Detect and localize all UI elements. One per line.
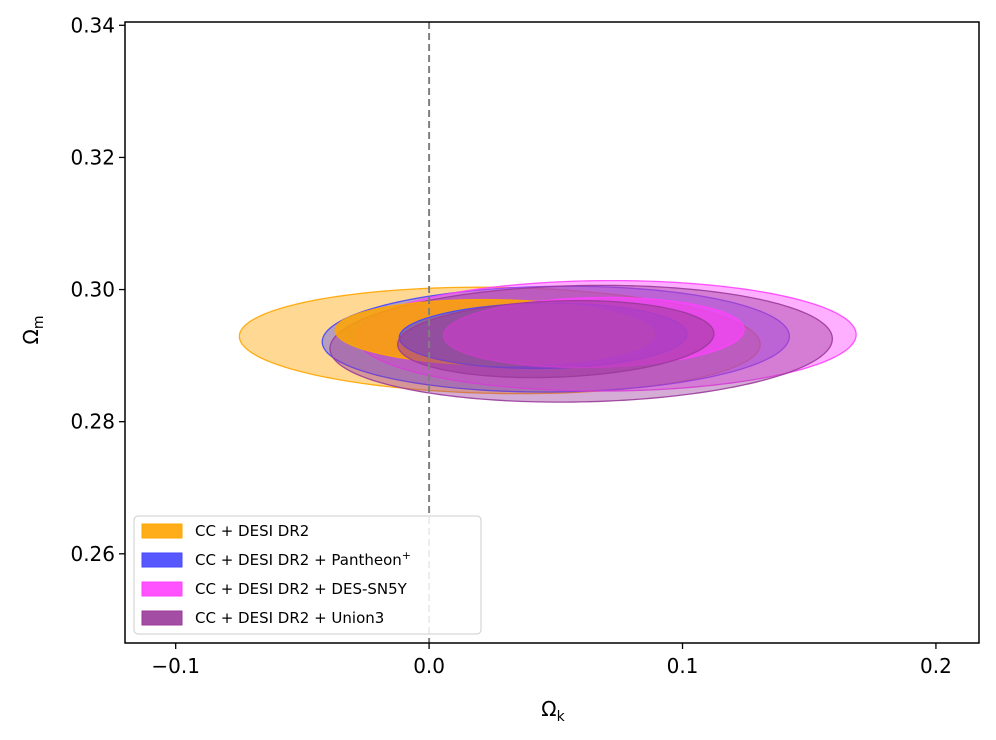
y-axis-ticks: 0.26 0.28 0.30 0.32 0.34 [70,13,125,566]
x-tick-label: 0.1 [667,654,699,678]
contour-1sigma-series-4 [397,299,715,379]
legend-swatch [141,552,183,568]
x-axis-label: Ωk [541,697,565,725]
x-tick-label: 0.0 [413,654,445,678]
legend-box [133,515,482,635]
legend-swatch [141,610,183,626]
plot-frame [124,21,980,644]
x-tick-label: −0.1 [151,654,200,678]
y-tick-label: 0.34 [70,13,115,37]
legend-label: CC + DESI DR2 + DES-SN5Y [195,580,408,598]
x-tick-label: 0.2 [920,654,952,678]
y-axis-label: Ωm [19,316,47,345]
y-tick-label: 0.32 [70,145,115,169]
legend: CC + DESI DR2 CC + DESI DR2 + Pantheon+ CC… [133,515,482,635]
x-axis-ticks: −0.1 0.0 0.1 0.2 [151,643,952,678]
legend-label: CC + DESI DR2 [195,522,309,540]
legend-swatch [141,523,183,539]
contour-layer [238,279,857,403]
y-tick-label: 0.26 [70,542,115,566]
legend-label: CC + DESI DR2 + Pantheon+ [195,549,411,569]
y-tick-label: 0.30 [70,278,115,302]
legend-swatch [141,581,183,597]
legend-label: CC + DESI DR2 + Union3 [195,609,384,627]
y-tick-label: 0.28 [70,410,115,434]
